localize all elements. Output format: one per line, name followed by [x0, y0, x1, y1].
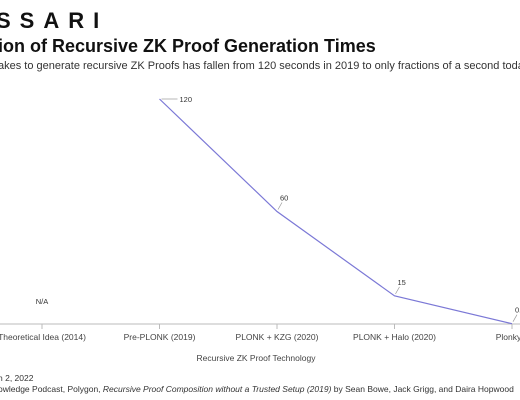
x-axis-title: Recursive ZK Proof Technology	[197, 353, 317, 363]
x-tick-label: Pre-PLONK (2019)	[124, 332, 196, 342]
source-suffix: by Sean Bowe, Jack Grigg, and Daira Hopw…	[331, 384, 514, 394]
chart-title: ion of Recursive ZK Proof Generation Tim…	[0, 36, 376, 56]
source-title: Recursive Proof Composition without a Tr…	[102, 384, 332, 394]
x-tick-label: PLONK + Halo (2020)	[353, 332, 436, 342]
data-label-leader	[277, 202, 283, 210]
data-label-leader	[395, 286, 400, 295]
data-label: 15	[398, 278, 406, 287]
series-line	[159, 98, 513, 325]
data-label-leaders	[161, 98, 518, 322]
data-label: 120	[180, 95, 193, 104]
footer-date: h 2, 2022	[0, 373, 34, 383]
x-tick-label: Plonky 2	[496, 332, 520, 342]
messari-logo: SSARI	[0, 8, 109, 33]
x-tick-labels: Theoretical Idea (2014) Pre-PLONK (2019) P…	[0, 332, 520, 342]
data-label: 60	[280, 194, 288, 203]
data-label: 0.1	[515, 306, 520, 315]
footer-source: owledge Podcast, Polygon, Recursive Proo…	[0, 384, 514, 394]
chart-subtitle: akes to generate recursive ZK Proofs has…	[0, 60, 520, 72]
x-ticks	[41, 324, 513, 329]
data-labels: N/A 120 60 15 0.1	[36, 95, 520, 315]
data-label-leader	[512, 314, 518, 322]
x-tick-label: PLONK + KZG (2020)	[236, 332, 319, 342]
x-tick-label: Theoretical Idea (2014)	[0, 332, 86, 342]
data-label-na: N/A	[36, 297, 49, 306]
source-prefix: owledge Podcast, Polygon,	[0, 384, 103, 394]
